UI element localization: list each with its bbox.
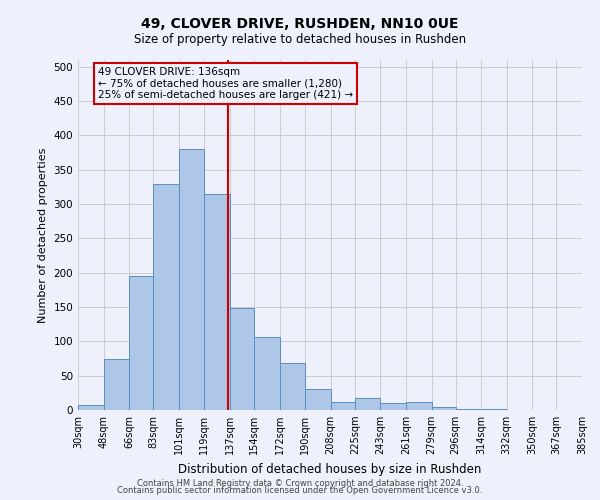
Bar: [104, 358, 129, 410]
X-axis label: Distribution of detached houses by size in Rushden: Distribution of detached houses by size …: [178, 462, 482, 475]
Bar: [179, 149, 205, 410]
Bar: [129, 276, 153, 410]
Bar: [355, 398, 380, 410]
Y-axis label: Number of detached properties: Number of detached properties: [38, 148, 48, 322]
Bar: [305, 390, 331, 410]
Text: Contains public sector information licensed under the Open Government Licence v3: Contains public sector information licen…: [118, 486, 482, 495]
Bar: [230, 308, 254, 410]
Text: Contains HM Land Registry data © Crown copyright and database right 2024.: Contains HM Land Registry data © Crown c…: [137, 478, 463, 488]
Bar: [455, 408, 481, 410]
Bar: [254, 336, 280, 410]
Bar: [431, 408, 455, 410]
Bar: [406, 402, 431, 410]
Text: 49, CLOVER DRIVE, RUSHDEN, NN10 0UE: 49, CLOVER DRIVE, RUSHDEN, NN10 0UE: [141, 18, 459, 32]
Text: Size of property relative to detached houses in Rushden: Size of property relative to detached ho…: [134, 32, 466, 46]
Bar: [153, 184, 179, 410]
Bar: [205, 194, 230, 410]
Bar: [380, 403, 406, 410]
Text: 49 CLOVER DRIVE: 136sqm
← 75% of detached houses are smaller (1,280)
25% of semi: 49 CLOVER DRIVE: 136sqm ← 75% of detache…: [98, 67, 353, 100]
Bar: [280, 364, 305, 410]
Bar: [331, 402, 355, 410]
Bar: [78, 405, 104, 410]
